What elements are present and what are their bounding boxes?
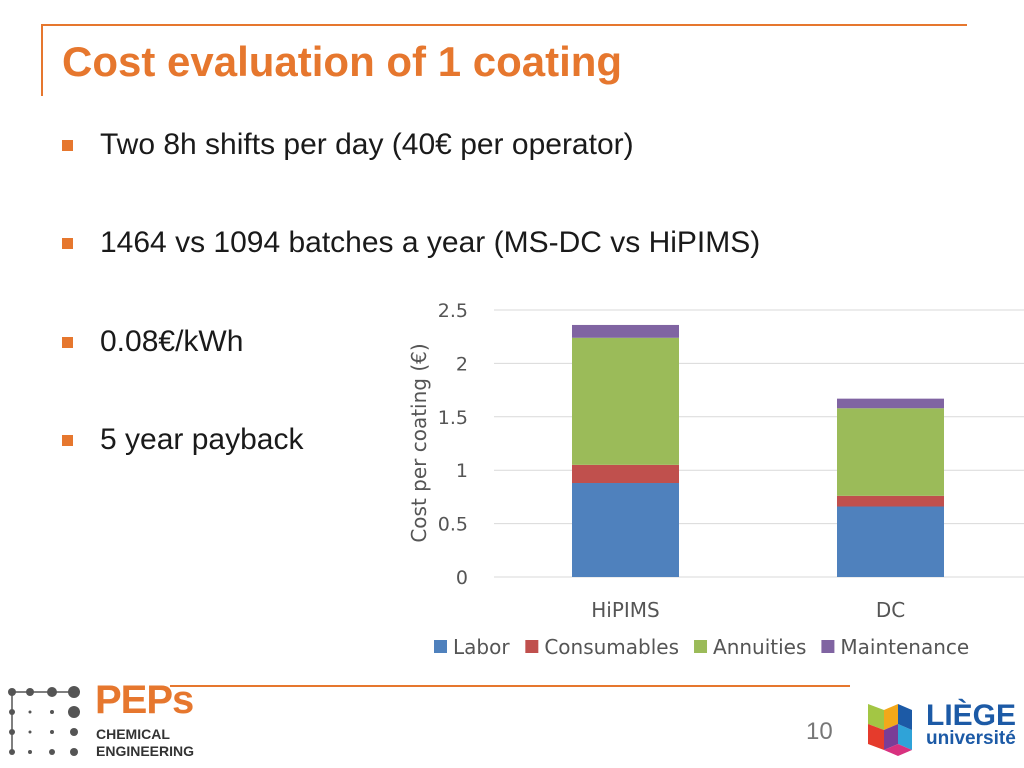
peps-brand-subtitle: CHEMICAL ENGINEERING — [96, 726, 194, 760]
bar-segment-consumables — [837, 495, 944, 507]
y-tick-label: 0 — [456, 567, 468, 589]
legend-swatch — [434, 640, 447, 653]
bullet-text: 1464 vs 1094 batches a year (MS-DC vs Hi… — [100, 226, 761, 259]
y-axis-title: Cost per coating (€) — [407, 343, 431, 542]
y-tick-label: 1 — [456, 460, 468, 482]
peps-subtitle-line: ENGINEERING — [96, 743, 195, 759]
bar-segment-annuities — [572, 337, 679, 465]
legend-swatch — [694, 640, 708, 653]
slide-title: Cost evaluation of 1 coating — [62, 38, 623, 85]
legend-label: Annuities — [713, 635, 806, 659]
liege-subtitle: université — [926, 728, 1016, 749]
liege-logo-icon — [868, 704, 912, 756]
bar-segment-labor — [837, 506, 944, 577]
chart-legend: Labor Consumables Annuities Maintenance — [434, 635, 969, 659]
stacked-bar-chart: 0 0.5 1 1.5 2 2.5 HiPIMS DC Cost per coating (… — [407, 300, 1024, 659]
bullet-square-icon — [62, 435, 73, 446]
page-number: 10 — [806, 718, 833, 745]
x-tick-label: HiPIMS — [591, 598, 660, 622]
liege-name: LIÈGE — [926, 699, 1017, 732]
title-frame — [41, 24, 967, 96]
chart-bars — [572, 324, 944, 577]
legend-label: Maintenance — [840, 635, 969, 659]
y-tick-label: 1.5 — [438, 407, 468, 429]
bar-segment-maintenance — [837, 398, 944, 409]
legend-swatch — [525, 640, 539, 653]
bullet-text: Two 8h shifts per day (40€ per operator) — [100, 128, 634, 161]
y-tick-label: 2.5 — [438, 300, 468, 322]
legend-label: Labor — [453, 635, 510, 659]
bar-segment-labor — [572, 483, 679, 577]
y-tick-label: 2 — [456, 353, 468, 375]
bullet-text: 5 year payback — [100, 423, 304, 456]
legend-swatch — [821, 640, 835, 653]
bullet-square-icon — [62, 238, 73, 249]
bar-segment-consumables — [572, 464, 679, 484]
x-axis-labels: HiPIMS DC — [591, 598, 905, 622]
bar-segment-maintenance — [572, 324, 679, 338]
footer-divider — [170, 685, 850, 687]
peps-logo-icon — [8, 686, 80, 756]
bullet-square-icon — [62, 140, 73, 151]
bullet-text: 0.08€/kWh — [100, 325, 244, 358]
x-tick-label: DC — [876, 598, 905, 622]
peps-subtitle-line: CHEMICAL — [96, 726, 170, 742]
peps-brand-name: PEPs — [95, 678, 194, 722]
y-axis-ticks: 0 0.5 1 1.5 2 2.5 — [438, 300, 468, 589]
bar-segment-annuities — [837, 408, 944, 496]
bullet-square-icon — [62, 337, 73, 348]
legend-label: Consumables — [544, 635, 679, 659]
y-tick-label: 0.5 — [438, 514, 468, 536]
